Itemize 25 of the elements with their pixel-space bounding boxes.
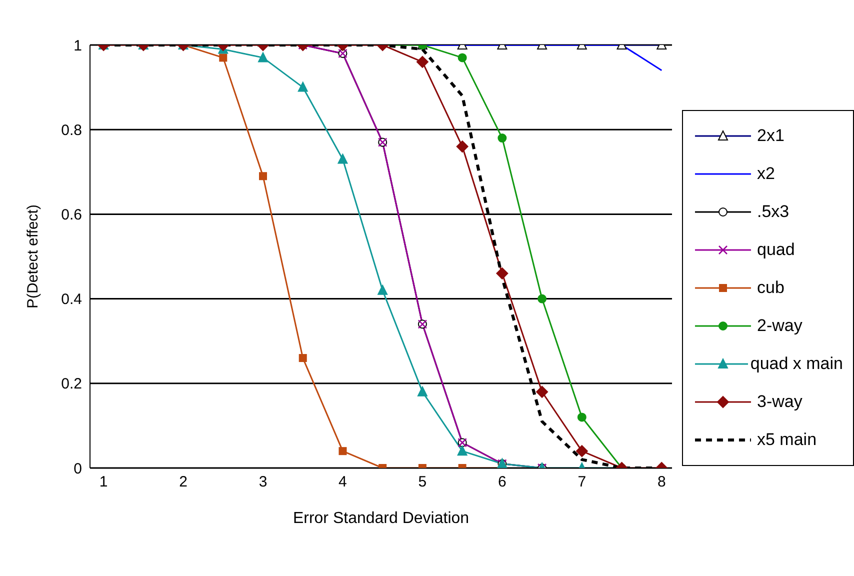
legend-label: cub [757,278,784,298]
y-axis-title: P(Detect effect) [24,204,42,308]
x-tick-label: 8 [657,474,666,491]
legend-label: x5 main [757,430,817,450]
y-tick-label: 0.8 [61,122,82,139]
x-tick-label: 5 [418,474,427,491]
x-tick-label: 6 [498,474,506,491]
x-tick-label: 3 [258,474,268,491]
legend-label: .5x3 [757,202,790,222]
x-axis-title: Error Standard Deviation [292,510,470,527]
legend-label: quad [757,240,795,260]
x-tick-label: 2 [179,474,188,491]
y-tick-label: 0.2 [61,376,82,393]
legend-label: 2-way [757,316,802,336]
legend-label: 3-way [757,392,802,412]
y-tick-label: 0.6 [61,206,82,224]
x-tick-label: 4 [338,474,347,491]
x-tick-label: 1 [99,474,108,491]
y-tick-label: 1 [74,37,82,54]
y-tick-label: 0.4 [61,291,82,308]
legend-label: x2 [757,164,775,184]
y-tick-label: 0 [74,460,82,478]
legend-label: quad x main [750,354,843,374]
legend-label: 2x1 [757,126,784,146]
x-tick-label: 7 [578,474,586,491]
